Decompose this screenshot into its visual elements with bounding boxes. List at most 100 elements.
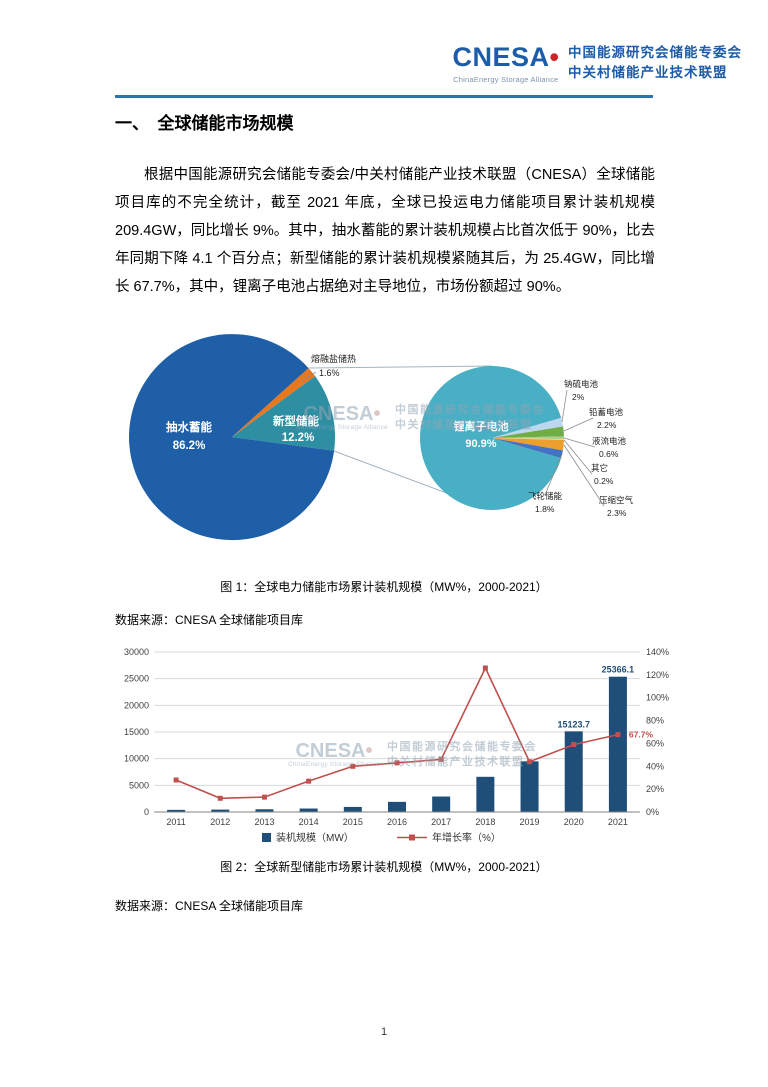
label-leader-line [544, 453, 563, 496]
line-marker [217, 795, 223, 801]
pie-label: 钠硫电池 [564, 379, 599, 389]
axis-tick-label: 0% [646, 807, 659, 817]
line-marker [527, 759, 533, 765]
logo-dot-icon: • [549, 42, 559, 72]
line-marker [571, 742, 577, 748]
pie-label: 86.2% [173, 440, 206, 452]
x-axis-label: 2011 [166, 817, 185, 827]
pie-slice-新型储能 [232, 376, 336, 451]
pie-label: 1.6% [319, 368, 340, 378]
bar-2017 [432, 796, 451, 812]
line-marker [615, 732, 621, 738]
data-label: 15123.7 [557, 719, 590, 729]
pie-label: 90.9% [465, 438, 496, 450]
bar-2013 [255, 809, 274, 812]
pie-label: 锂离子电池 [454, 419, 509, 433]
axis-tick-label: 15000 [124, 727, 149, 737]
label-leader-line [561, 389, 568, 423]
bar-2018 [476, 776, 495, 812]
pie-label: 新型储能 [273, 414, 319, 428]
logo-subtitle: ChinaEnergy Storage Alliance [453, 75, 559, 84]
label-leader-line [563, 439, 593, 475]
axis-tick-label: 100% [646, 693, 669, 703]
x-axis-label: 2017 [431, 817, 451, 827]
pie-slice-压缩空气 [492, 438, 564, 451]
figure1-caption: 图 1：全球电力储能市场累计装机规模（MW%，2000-2021） [220, 580, 548, 594]
axis-tick-label: 20% [646, 784, 664, 794]
pie-label: 12.2% [282, 432, 315, 444]
axis-tick-label: 140% [646, 647, 669, 657]
bar-2019 [520, 761, 539, 812]
section-heading: 一、 全球储能市场规模 [115, 114, 294, 133]
line-marker [350, 763, 356, 769]
label-leader-line [300, 371, 317, 382]
pie-label: 0.2% [594, 476, 614, 486]
x-axis-label: 2012 [210, 817, 230, 827]
pie-label: 2% [572, 392, 585, 402]
pie-slice-铅蓄电池 [492, 426, 564, 438]
line-marker [173, 777, 179, 783]
pie-label: 液流电池 [592, 436, 627, 446]
logo-wordmark: CNESA• ChinaEnergy Storage Alliance [453, 42, 559, 84]
label-leader-line [563, 437, 596, 448]
axis-tick-label: 120% [646, 670, 669, 680]
pie-label: 2.3% [607, 508, 627, 518]
pie-label: 其它 [591, 463, 608, 473]
line-marker [394, 760, 400, 766]
pie-label: 飞轮储能 [528, 491, 563, 501]
growth-rate-line [175, 666, 619, 800]
pie-label: 1.8% [535, 504, 555, 514]
page-number: 1 [380, 1026, 388, 1038]
label-leader-line [563, 417, 594, 432]
pie-slice-抽水蓄能 [129, 334, 335, 541]
pie-label: 熔融盐储热 [311, 353, 356, 364]
pie-label: 压缩空气 [599, 495, 634, 505]
pie-label: 2.2% [597, 420, 617, 430]
x-axis-label: 2015 [343, 817, 363, 827]
axis-tick-label: 0 [144, 807, 149, 817]
x-axis-label: 2021 [608, 817, 628, 827]
legend-line-marker [409, 834, 415, 841]
label-leader-line [563, 444, 605, 507]
figure2-source: 数据来源：CNESA 全球储能项目库 [115, 899, 304, 913]
bar-2021 [608, 676, 627, 812]
figure1-pie-of-pie-chart: 熔融盐储热 1.6% 新型储能 12.2% 抽水蓄能 86.2% 钠硫电池 2% 铅蓄电池 2.2… [129, 334, 634, 541]
pie-slice-钠硫电池 [492, 417, 564, 438]
bar-2012 [211, 809, 230, 812]
logo-org-names: 中国能源研究会储能专委会 中关村储能产业技术联盟 [568, 43, 742, 82]
bar-2020 [564, 731, 583, 812]
line-marker [482, 665, 488, 671]
axis-tick-label: 20000 [124, 700, 149, 710]
header-divider [115, 95, 653, 98]
line-marker [306, 778, 312, 784]
x-axis-label: 2014 [299, 817, 319, 827]
figure2-caption: 图 2：全球新型储能市场累计装机规模（MW%，2000-2021） [220, 860, 548, 874]
pie-slice-锂离子电池 [420, 366, 562, 510]
logo-text: CNESA [452, 42, 550, 72]
axis-tick-label: 5000 [129, 780, 149, 790]
axis-tick-label: 40% [646, 761, 664, 771]
x-axis-label: 2018 [475, 817, 495, 827]
axis-tick-label: 80% [646, 716, 664, 726]
cnesa-logo: CNESA• ChinaEnergy Storage Alliance 中国能源… [453, 42, 742, 84]
line-marker [261, 794, 267, 800]
pie-label: 抽水蓄能 [166, 420, 212, 434]
pie-connector-top [308, 365, 493, 369]
bar-2014 [299, 808, 318, 812]
pie-label: 0.6% [599, 449, 619, 459]
pie-label: 铅蓄电池 [589, 407, 624, 417]
legend-bar-swatch [262, 833, 271, 842]
data-label: 67.7% [629, 730, 654, 740]
bar-2016 [388, 801, 406, 812]
pie-slice-液流电池 [492, 436, 565, 440]
pie-slice-熔融盐储热 [232, 368, 316, 437]
x-axis-label: 2020 [564, 817, 584, 827]
axis-tick-label: 30000 [124, 647, 149, 657]
figure1-source: 数据来源：CNESA 全球储能项目库 [115, 613, 304, 627]
x-axis-label: 2019 [520, 817, 540, 827]
legend-label: 装机规模（MW） [276, 831, 354, 844]
data-label: 25366.1 [602, 665, 635, 675]
axis-tick-label: 25000 [124, 674, 149, 684]
axis-tick-label: 60% [646, 738, 664, 748]
